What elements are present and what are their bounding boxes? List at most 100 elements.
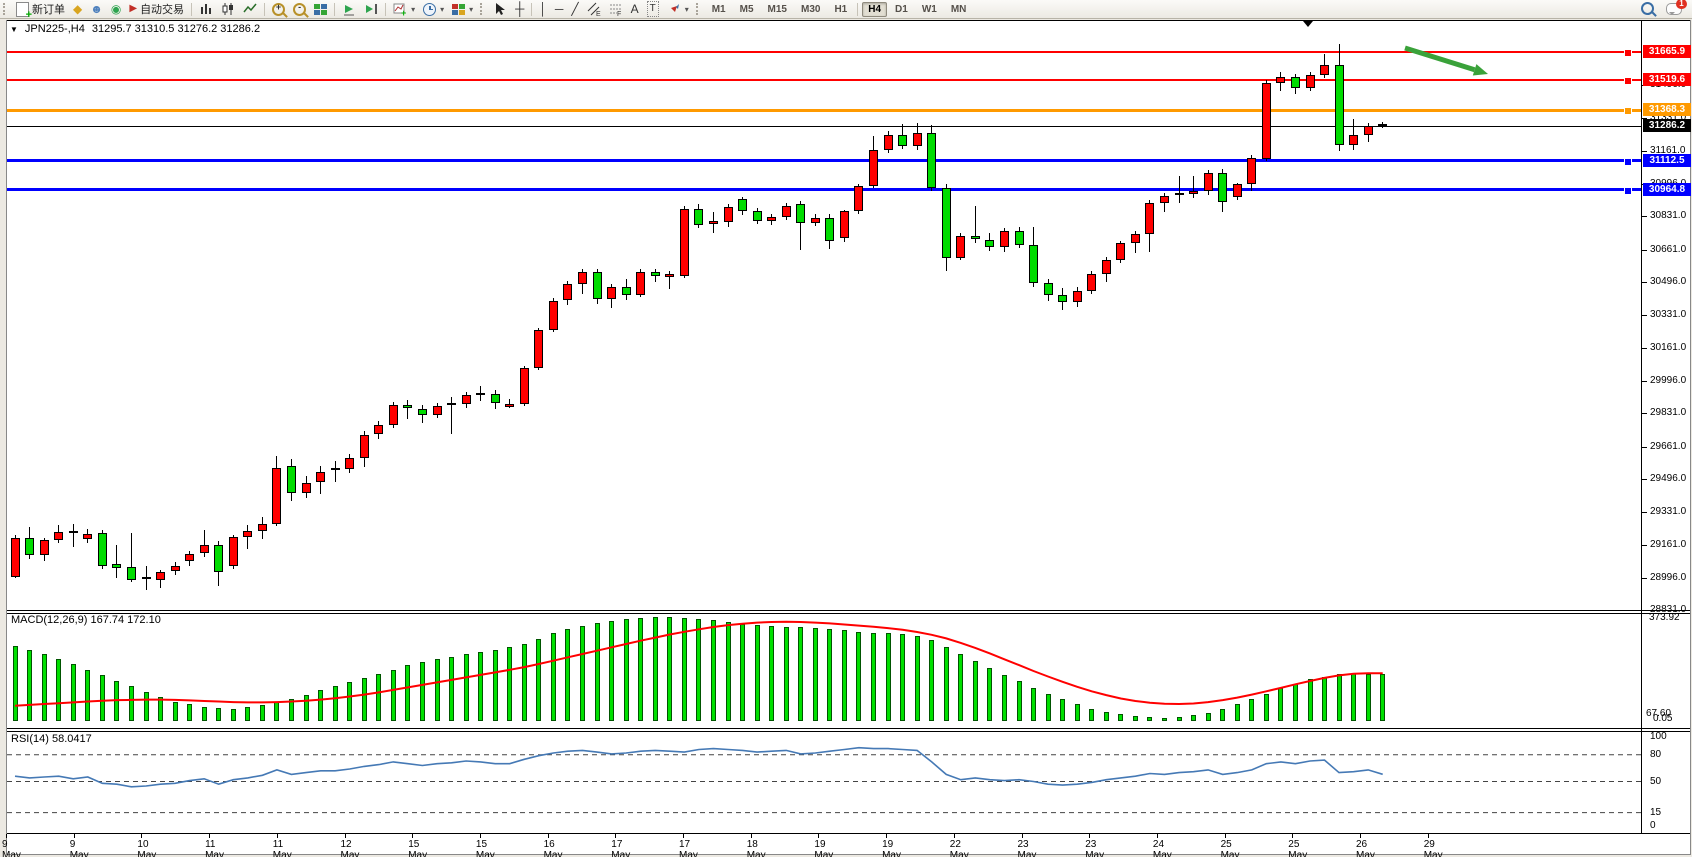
label-button[interactable]: T — [643, 1, 663, 17]
candle — [912, 132, 922, 147]
candle-wick — [1178, 175, 1180, 204]
candle-wick — [1193, 176, 1194, 198]
trendline-button[interactable]: ╱ — [571, 2, 579, 16]
price-axis-tick-label: 29831.0 — [1650, 407, 1687, 418]
time-tick — [953, 834, 955, 838]
toolbar-grip — [695, 3, 702, 15]
profile-button[interactable]: ☻ — [90, 2, 103, 16]
cursor-button[interactable] — [489, 1, 511, 17]
zoom-in-button[interactable]: + — [268, 1, 289, 18]
timeframe-button-m5[interactable]: M5 — [739, 3, 754, 15]
candlestick-chart-button[interactable] — [217, 1, 239, 17]
dropdown-arrow-icon[interactable]: ▾ — [440, 4, 445, 14]
timeframe-button-mn[interactable]: MN — [950, 3, 967, 15]
macd-histogram-bar — [419, 662, 425, 721]
line-handle[interactable] — [1624, 48, 1632, 57]
window-border-right — [1690, 20, 1691, 855]
macd-histogram-bar — [725, 622, 731, 721]
vertical-line-button[interactable]: │ — [539, 2, 547, 16]
line-handle[interactable] — [1624, 107, 1632, 116]
macd-histogram-bar — [652, 617, 658, 721]
line-handle[interactable] — [1624, 186, 1632, 195]
macd-histogram-bar — [1278, 688, 1284, 721]
candle — [461, 395, 471, 405]
timeframe-button-d1[interactable]: D1 — [895, 3, 908, 15]
chart-shift-marker-icon[interactable] — [1303, 21, 1313, 27]
templates-button[interactable]: ▾ — [448, 1, 477, 17]
price-line-label: 30964.8 — [1643, 182, 1691, 196]
price-tick — [1642, 117, 1647, 119]
timeframe-button-w1[interactable]: W1 — [921, 3, 937, 15]
time-axis-label: 24 May 10:55 — [1152, 839, 1172, 857]
dropdown-arrow-icon[interactable]: ▾ — [469, 4, 474, 14]
macd-histogram-bar — [463, 654, 469, 721]
dropdown-arrow-icon[interactable]: ▾ — [411, 4, 416, 14]
bar-chart-button[interactable] — [195, 1, 217, 17]
horizontal-line-31519.6[interactable] — [7, 79, 1641, 82]
line-handle[interactable] — [1624, 157, 1632, 166]
candle — [316, 471, 326, 483]
time-axis-label: 15 May 00:00 — [408, 839, 428, 857]
candle — [1261, 83, 1271, 160]
tile-windows-button[interactable] — [310, 1, 331, 17]
candle — [505, 403, 515, 407]
auto-scroll-button[interactable] — [338, 1, 360, 17]
horizontal-line-button[interactable]: ─ — [554, 2, 564, 16]
chart-shift-button[interactable] — [360, 1, 382, 17]
text-button[interactable]: A — [630, 2, 639, 16]
indicators-button[interactable]: + ▾ — [389, 1, 419, 17]
candle — [781, 206, 791, 217]
horizontal-line-31112.5[interactable] — [7, 159, 1641, 163]
macd-histogram-bar — [914, 636, 920, 721]
timeframe-button-h1[interactable]: H1 — [834, 3, 848, 15]
macd-min-label: 67.60 — [1646, 708, 1672, 719]
autotrading-button[interactable]: ▶ 自动交易 — [129, 3, 185, 16]
macd-histogram-bar — [478, 652, 484, 721]
new-order-button[interactable]: + 新订单 — [12, 1, 69, 20]
timeframe-button-h4[interactable]: H4 — [862, 1, 888, 17]
rsi-axis-label: 80 — [1650, 748, 1662, 760]
price-line-label: 31665.9 — [1643, 44, 1691, 58]
timeframe-button-m1[interactable]: M1 — [711, 3, 726, 15]
market-watch-button[interactable]: ◆ — [73, 2, 83, 16]
search-icon[interactable] — [1641, 2, 1657, 17]
candle — [563, 283, 573, 301]
arrows-button[interactable]: ▾ — [663, 1, 693, 17]
price-axis-tick-label: 30496.0 — [1650, 276, 1687, 287]
candle — [1189, 191, 1198, 195]
current-price-label: 31286.2 — [1643, 119, 1691, 133]
toolbar-separator — [385, 2, 387, 16]
line-handle[interactable] — [1624, 77, 1632, 86]
zoom-out-icon: - — [293, 2, 309, 18]
dropdown-arrow-icon[interactable]: ▾ — [684, 4, 689, 14]
candle — [1276, 77, 1286, 84]
chart-ohlc-label: 31295.7 31310.5 31276.2 31286.2 — [91, 23, 261, 35]
time-tick — [412, 834, 414, 838]
candle — [199, 545, 209, 554]
time-tick — [683, 834, 684, 838]
horizontal-line-30964.8[interactable] — [7, 188, 1641, 192]
horizontal-line-31665.9[interactable] — [7, 50, 1641, 53]
candle — [665, 273, 675, 278]
candle — [927, 132, 937, 189]
candle-doji-body — [447, 403, 456, 406]
svg-text:E: E — [596, 11, 601, 16]
timeframe-button-m30[interactable]: M30 — [800, 3, 821, 15]
line-chart-button[interactable] — [239, 1, 261, 17]
crosshair-button[interactable]: ┼ — [515, 1, 525, 16]
macd-histogram-bar — [929, 640, 935, 721]
zoom-out-button[interactable]: - — [289, 1, 310, 18]
signals-button[interactable]: ◉ — [110, 2, 122, 16]
timeframe-button-m15[interactable]: M15 — [767, 3, 787, 15]
fibonacci-button[interactable]: F — [605, 1, 627, 17]
macd-histogram-bar — [1205, 712, 1211, 721]
periods-button[interactable]: ▾ — [419, 1, 448, 17]
chat-icon[interactable]: 1 — [1666, 0, 1687, 15]
chart-menu-arrow-icon[interactable]: ▼ — [10, 24, 18, 34]
horizontal-line-31368.3[interactable] — [7, 108, 1641, 112]
chart-canvas[interactable] — [6, 20, 1691, 854]
channel-button[interactable]: E — [583, 1, 605, 17]
candle — [956, 236, 966, 258]
macd-histogram-bar — [376, 673, 382, 721]
candle — [1247, 157, 1257, 185]
